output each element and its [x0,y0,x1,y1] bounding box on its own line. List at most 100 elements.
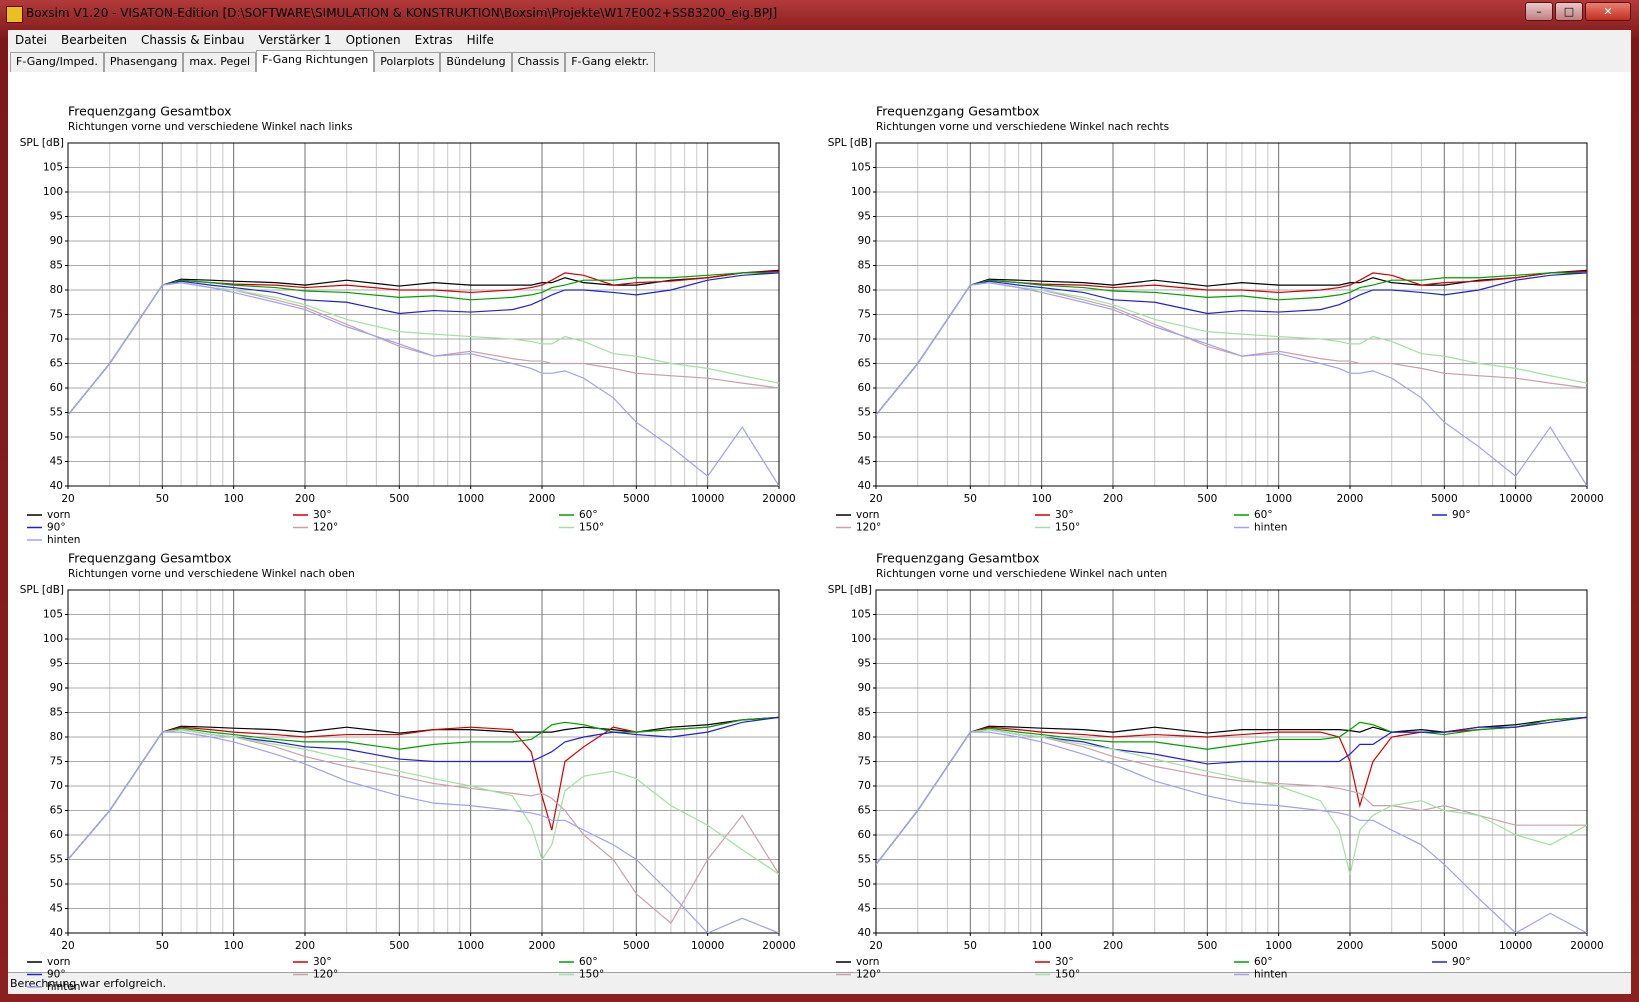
chart-subtitle: Richtungen vorne und verschiedene Winkel… [68,121,353,133]
chart-title: Frequenzgang Gesamtbox [68,551,232,566]
legend-label: 60° [579,509,598,521]
menu-item[interactable]: Optionen [345,33,401,47]
legend-label: vorn [856,956,879,968]
menu-item[interactable]: Chassis & Einbau [140,33,245,47]
x-tick-label: 50 [964,493,977,505]
y-tick-label: 85 [858,707,871,719]
tab[interactable]: Phasengang [103,52,184,72]
series-line [876,269,1587,416]
x-tick-label: 1000 [457,493,484,505]
tab[interactable]: F-Gang elektr. [565,52,655,72]
tab[interactable]: F-Gang/Imped. [10,52,104,72]
legend-label: 150° [1055,522,1080,534]
y-tick-label: 45 [50,456,63,468]
legend-label: 90° [1452,509,1471,521]
x-tick-label: 500 [1197,940,1217,952]
y-tick-label: 65 [50,358,63,370]
y-tick-label: 55 [858,407,871,419]
legend-label: 60° [1254,509,1273,521]
y-tick-label: 105 [851,162,871,174]
tab[interactable]: max. Pegel [183,52,257,72]
y-tick-label: 45 [50,903,63,915]
y-tick-label: 70 [50,780,63,792]
x-tick-label: 2000 [529,940,556,952]
y-tick-label: 100 [851,186,871,198]
y-tick-label: 40 [858,927,871,939]
series-line [876,731,1587,933]
y-tick-label: 105 [43,609,63,621]
x-tick-label: 100 [1032,493,1052,505]
y-axis-label: SPL [dB] [20,584,64,596]
x-tick-label: 2000 [1337,940,1364,952]
y-tick-label: 90 [858,235,871,247]
menu-item[interactable]: Verstärker 1 [258,33,332,47]
x-tick-label: 500 [389,940,409,952]
x-tick-label: 500 [1197,493,1217,505]
y-tick-label: 70 [858,333,871,345]
y-tick-label: 60 [858,382,871,394]
y-tick-label: 75 [50,756,63,768]
y-tick-label: 75 [50,309,63,321]
y-tick-label: 60 [50,829,63,841]
y-tick-label: 95 [858,658,871,670]
y-axis-label: SPL [dB] [20,137,64,149]
x-tick-label: 20000 [762,940,795,952]
y-tick-label: 65 [858,805,871,817]
y-tick-label: 80 [858,284,871,296]
app-icon [6,6,23,23]
x-tick-label: 100 [224,940,244,952]
x-tick-label: 1000 [1265,493,1292,505]
plot-frame [67,589,780,934]
menu-item[interactable]: Hilfe [466,33,494,47]
x-tick-label: 50 [964,940,977,952]
series-line [876,282,1587,486]
y-tick-label: 50 [50,878,63,890]
maximize-button[interactable]: □ [1555,2,1583,21]
x-tick-label: 10000 [1499,493,1532,505]
y-tick-label: 90 [858,682,871,694]
tab[interactable]: Bündelung [440,52,512,72]
y-tick-label: 60 [858,829,871,841]
legend-label: hinten [1254,522,1287,534]
menu-item[interactable]: Datei [15,33,48,47]
menu-item[interactable]: Bearbeiten [61,33,127,47]
series-line [68,269,779,416]
y-tick-label: 55 [858,854,871,866]
y-tick-label: 75 [858,756,871,768]
y-tick-label: 105 [43,162,63,174]
tab[interactable]: Polarplots [374,52,441,72]
y-tick-label: 80 [858,731,871,743]
y-tick-label: 85 [858,260,871,272]
y-tick-label: 85 [50,260,63,272]
x-tick-label: 5000 [1431,493,1458,505]
y-tick-label: 40 [50,927,63,939]
x-tick-label: 500 [389,493,409,505]
chart-subtitle: Richtungen vorne und verschiedene Winkel… [68,568,355,580]
legend-label: 90° [47,522,66,534]
x-tick-label: 20000 [1570,493,1603,505]
legend-label: hinten [47,981,80,993]
y-tick-label: 70 [50,333,63,345]
x-tick-label: 20 [869,940,882,952]
x-tick-label: 1000 [1265,940,1292,952]
series-line [68,716,779,860]
y-tick-label: 60 [50,382,63,394]
tab-bar: F-Gang/Imped. Phasengang max. Pegel F-Gang … [8,50,1631,72]
tab[interactable]: F-Gang Richtungen [256,50,375,72]
y-tick-label: 105 [851,609,871,621]
close-button[interactable]: ✕ [1585,2,1631,21]
x-tick-label: 20 [869,493,882,505]
x-tick-label: 2000 [529,493,556,505]
menu-item[interactable]: Extras [414,33,453,47]
x-tick-label: 10000 [691,493,724,505]
y-axis-label: SPL [dB] [828,584,872,596]
legend-label: hinten [1254,969,1287,981]
tab[interactable]: Chassis [511,52,566,72]
y-axis-label: SPL [dB] [828,137,872,149]
y-tick-label: 45 [858,456,871,468]
legend-label: 150° [579,522,604,534]
minimize-button[interactable]: – [1525,2,1553,21]
plot-frame [875,589,1588,934]
y-tick-label: 55 [50,854,63,866]
